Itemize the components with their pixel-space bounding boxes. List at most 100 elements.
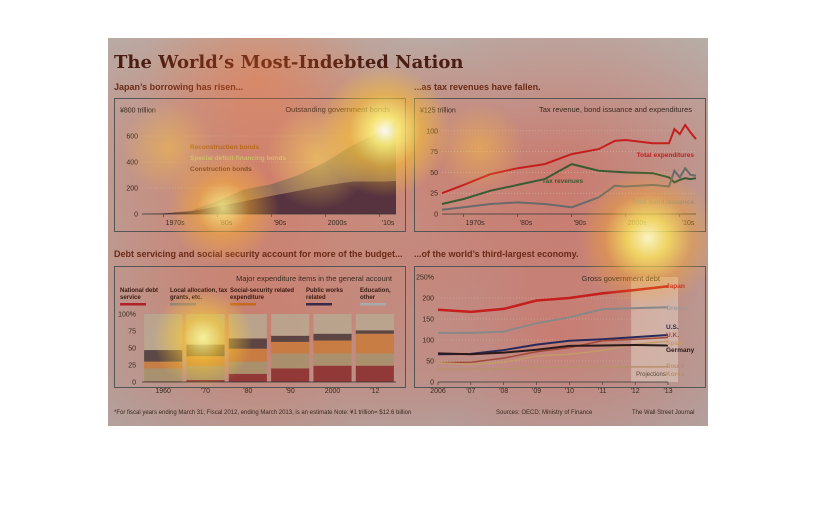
p4-ytick-label: 0 bbox=[430, 380, 434, 387]
p2-label-bonds: Total bond issuance bbox=[632, 199, 695, 206]
p2-label-expenditures: Total expenditures bbox=[637, 152, 695, 159]
p3-bar-local bbox=[186, 365, 225, 380]
infographic: The World’s Most-Indebted Nation Japan’s… bbox=[108, 38, 708, 426]
p3-legend-swatch bbox=[120, 303, 146, 306]
p4-ytick-label: 100 bbox=[422, 338, 434, 345]
p3-legend-item: other bbox=[360, 295, 376, 301]
p1-ytick-label: 200 bbox=[126, 186, 138, 193]
p3-bar-public bbox=[144, 350, 183, 362]
p4-series-label: U.S. bbox=[666, 324, 679, 331]
p2-ytick-label: 100 bbox=[426, 128, 438, 135]
p4-series-label: Korea bbox=[666, 371, 685, 378]
p3-legend-swatch bbox=[306, 303, 332, 306]
p3-bar-education bbox=[271, 314, 310, 336]
p1-ytick-label: 600 bbox=[126, 134, 138, 141]
p3-bar-public bbox=[355, 330, 394, 334]
p3-bar-education bbox=[186, 314, 225, 345]
p3-bar-public bbox=[186, 344, 225, 357]
p3-legend-item: Public works bbox=[306, 288, 344, 294]
p3-bar-public bbox=[228, 338, 267, 349]
p2-chart-title: Tax revenue, bond issuance and expenditu… bbox=[539, 105, 692, 114]
p1-legend-reconstruction: Reconstruction bonds bbox=[190, 144, 259, 151]
p3-bar-education bbox=[313, 314, 352, 334]
p3-bar-social bbox=[271, 341, 310, 354]
p3-bar-social bbox=[228, 348, 267, 362]
p3-bar-public bbox=[271, 335, 310, 342]
p1-ytick-top: ¥800 trillion bbox=[120, 108, 156, 115]
p3-bar-local bbox=[271, 353, 310, 369]
p3-bar-debt bbox=[355, 365, 394, 382]
p3-ytick-label: 0 bbox=[132, 380, 136, 387]
p2-xtick-label: 1970s bbox=[466, 220, 486, 227]
p3-ytick-label: 75 bbox=[128, 329, 136, 336]
p4-series-label: South bbox=[666, 363, 684, 370]
p2-xtick-label: '80s bbox=[520, 220, 533, 227]
p1-xtick-label: '80s bbox=[220, 220, 233, 227]
p1-chart-title: Outstanding government bonds bbox=[285, 105, 390, 114]
p3-bar-public bbox=[313, 333, 352, 341]
p1-xtick-label: '90s bbox=[274, 220, 287, 227]
p4-ytick-label: 150 bbox=[422, 317, 434, 324]
p2-ytick-label: 50 bbox=[430, 170, 438, 177]
p3-bar-education bbox=[228, 314, 267, 339]
p4-series-label: U.K. bbox=[666, 332, 679, 339]
p3-bar-social bbox=[313, 340, 352, 354]
p4-series-label: Japan bbox=[666, 283, 685, 290]
p3-legend-item: grants, etc. bbox=[170, 295, 202, 301]
p3-xtick-label: '70 bbox=[201, 388, 210, 395]
p3-legend-item: expenditure bbox=[230, 295, 265, 301]
p1-xtick-label: 2000s bbox=[328, 220, 348, 227]
p4-xtick-label: '08 bbox=[499, 388, 508, 395]
chart-canvas: 0 200 400 600 ¥800 trillion Outstanding gover… bbox=[118, 105, 697, 395]
p3-legend-item: Local allocation, tax bbox=[170, 288, 228, 294]
p4-xtick-label: '09 bbox=[532, 388, 541, 395]
footnote: *For fiscal years ending March 31; Fisca… bbox=[114, 410, 412, 416]
p3-xtick-label: '12 bbox=[370, 388, 379, 395]
p3-bar-local bbox=[144, 368, 183, 382]
p4-series-label: Greece bbox=[666, 305, 688, 312]
p4-chart-title: Gross government debt bbox=[582, 274, 661, 283]
p4-series-label: Spain bbox=[666, 340, 684, 347]
p3-bar-debt bbox=[271, 368, 310, 382]
p3-bar-local bbox=[313, 353, 352, 366]
p2-ytick-label: 75 bbox=[430, 149, 438, 156]
p4-projection-label: Projections bbox=[636, 372, 666, 378]
p3-bar-social bbox=[355, 333, 394, 354]
p3-legend-item: National debt bbox=[120, 288, 158, 294]
p3-bar-debt bbox=[228, 373, 267, 382]
p3-legend-swatch bbox=[170, 303, 196, 306]
p2-xtick-label: 2000s bbox=[628, 220, 648, 227]
p3-ytick-label: 50 bbox=[128, 346, 136, 353]
p3-chart-title: Major expenditure items in the general a… bbox=[236, 274, 393, 283]
p4-xtick-label: '12 bbox=[631, 388, 640, 395]
p3-bar-social bbox=[144, 361, 183, 369]
p3-legend-item: Education, bbox=[360, 288, 391, 294]
p3-xtick-label: 2000 bbox=[325, 388, 341, 395]
p3-bar-debt bbox=[313, 365, 352, 382]
p4-ytick-top: 250% bbox=[416, 275, 434, 282]
p2-ytick-label: 0 bbox=[434, 212, 438, 219]
p1-ytick-label: 400 bbox=[126, 160, 138, 167]
p4-ytick-label: 200 bbox=[422, 296, 434, 303]
p3-legend-swatch bbox=[360, 303, 386, 306]
p4-series-label: Germany bbox=[666, 347, 695, 354]
p4-ytick-label: 50 bbox=[426, 359, 434, 366]
p2-ytick-label: 25 bbox=[430, 191, 438, 198]
p2-ytick-top: ¥125 trillion bbox=[420, 108, 456, 115]
p3-bar-social bbox=[186, 356, 225, 366]
p3-legend-item: Social-security related bbox=[230, 288, 294, 294]
sources: Sources: OECD; Ministry of Finance bbox=[496, 410, 593, 416]
p1-xtick-label: 1970s bbox=[166, 220, 186, 227]
p4-xtick-label: '11 bbox=[598, 388, 607, 395]
credit: The Wall Street Journal bbox=[632, 410, 695, 416]
p3-xtick-label: 1960 bbox=[155, 388, 171, 395]
p3-ytick-top: 100% bbox=[118, 312, 136, 319]
p2-xtick-label: '90s bbox=[574, 220, 587, 227]
p1-xtick-label: '10s bbox=[382, 220, 395, 227]
p3-bar-education bbox=[355, 314, 394, 331]
p3-legend-item: service bbox=[120, 295, 141, 301]
p3-bar-local bbox=[355, 353, 394, 366]
p4-xtick-label: '10 bbox=[565, 388, 574, 395]
p1-legend-deficit: Special deficit-financing bonds bbox=[190, 155, 286, 162]
p1-legend-construction: Construction bonds bbox=[190, 166, 252, 173]
